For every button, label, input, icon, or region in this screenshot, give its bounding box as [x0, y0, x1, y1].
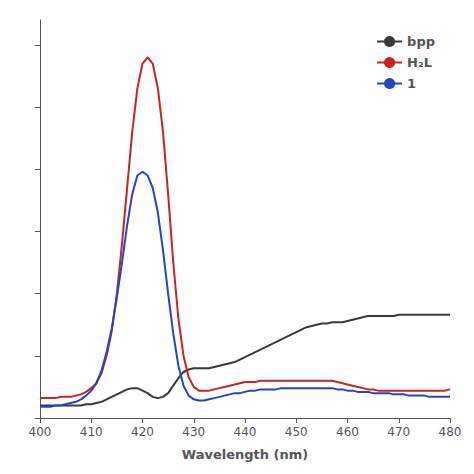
svg-text:480: 480 — [439, 425, 462, 439]
svg-text:450: 450 — [285, 425, 308, 439]
svg-text:Wavelength (nm): Wavelength (nm) — [182, 447, 308, 462]
svg-text:420: 420 — [131, 425, 154, 439]
svg-text:400: 400 — [29, 425, 52, 439]
svg-text:1: 1 — [407, 76, 416, 91]
svg-text:410: 410 — [80, 425, 103, 439]
svg-text:bpp: bpp — [407, 34, 435, 49]
svg-text:470: 470 — [387, 425, 410, 439]
svg-text:430: 430 — [182, 425, 205, 439]
svg-text:H₂L: H₂L — [407, 55, 432, 70]
svg-text:460: 460 — [336, 425, 359, 439]
svg-text:440: 440 — [234, 425, 257, 439]
